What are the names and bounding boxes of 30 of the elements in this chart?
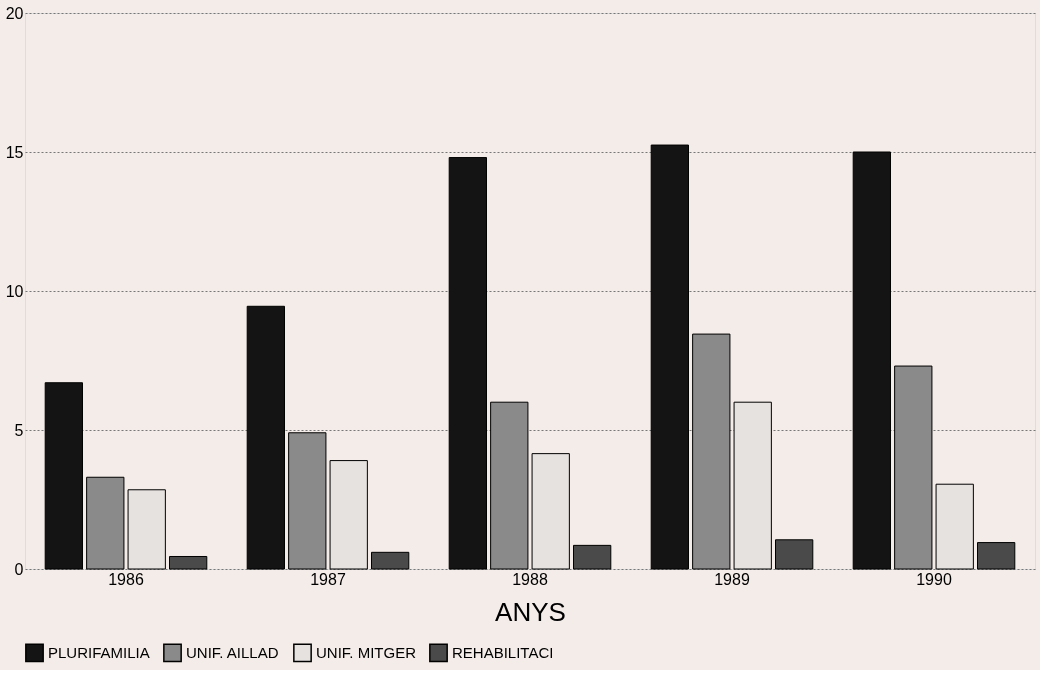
y-tick-label: 10 [5,282,24,300]
legend-label: REHABILITACI [452,643,554,661]
x-tick-label: 1988 [512,570,548,588]
y-tick-label: 0 [14,560,24,578]
bar [169,555,208,570]
legend-label: PLURIFAMILIA [48,643,150,661]
bar [288,432,327,570]
y-tick-label: 20 [5,4,24,22]
bar [650,144,689,570]
legend-label: UNIF. AILLAD [186,643,279,661]
y-tick-label: 15 [5,143,24,161]
x-axis-title: ANYS [495,596,566,627]
x-tick-label: 1989 [714,570,750,588]
bar [692,333,731,570]
bar [246,305,285,570]
bar [573,544,612,570]
x-tick-label: 1990 [916,570,952,588]
bar [490,401,529,570]
legend-label: UNIF. MITGER [316,643,417,661]
bar [371,551,410,570]
bar [448,157,487,570]
bar [894,365,933,570]
y-tick-label: 5 [14,421,24,439]
x-tick-label: 1986 [108,570,144,588]
bar [852,151,891,570]
x-tick-label: 1987 [310,570,346,588]
bar [44,382,83,570]
bar [775,539,814,570]
bar [86,476,125,570]
bar [977,542,1016,570]
